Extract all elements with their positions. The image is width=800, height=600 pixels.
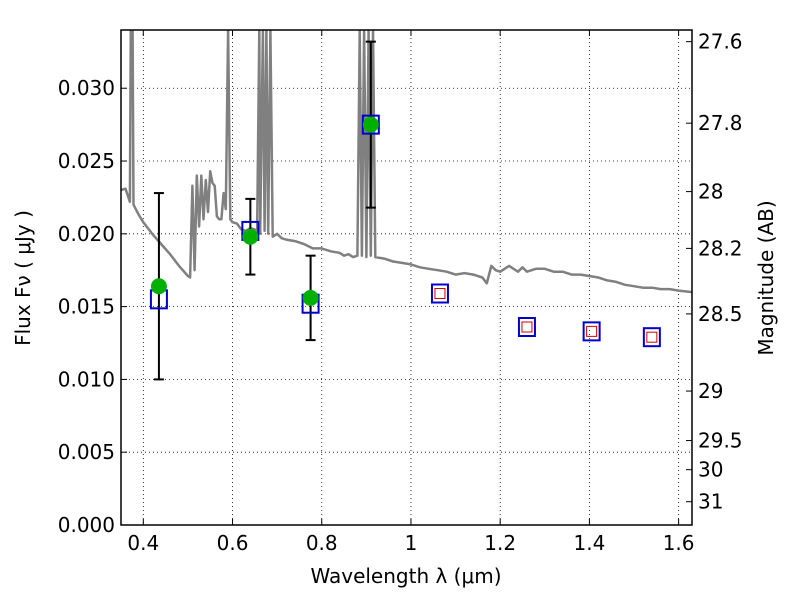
y-tick-labels: 0.000 0.005 0.010 0.015 0.020 0.025 0.030	[58, 76, 115, 537]
y2-tick-label: 31	[698, 490, 723, 514]
y-tick-label: 0.005	[58, 440, 115, 464]
y2-tick-label: 28.5	[698, 302, 743, 326]
plot-frame	[120, 29, 693, 526]
x-axis-label: Wavelength λ (μm)	[310, 564, 501, 588]
x-tick-label: 1.4	[573, 531, 605, 555]
observed-photometry-point	[362, 116, 379, 133]
axis-ticks	[121, 30, 692, 526]
y2-tick-label: 27.8	[698, 111, 743, 135]
model-photometry-square	[517, 317, 536, 337]
x-tick-labels: 0.4 0.6 0.8 1 1.2 1.4 1.6	[127, 531, 694, 555]
y2-tick-labels: 27.6 27.8 28 28.2 28.5 29 29.5 30 31	[698, 30, 743, 514]
model-photometry-square	[582, 321, 601, 342]
y2-tick-label: 28.2	[698, 236, 743, 260]
spectrum-path	[121, 30, 692, 294]
upper-limit-square	[521, 321, 533, 333]
y2-tick-label: 30	[698, 458, 723, 482]
y-tick-label: 0.000	[58, 513, 115, 537]
x-tick-label: 0.4	[127, 531, 159, 555]
x-tick-label: 0.6	[217, 531, 249, 555]
upper-limit-square	[646, 331, 658, 343]
model-photometry-square	[430, 283, 449, 304]
x-tick-label: 1.6	[663, 531, 695, 555]
model-spectrum-line	[121, 30, 692, 294]
x-tick-label: 1.2	[484, 531, 516, 555]
x-tick-label: 1	[405, 531, 418, 555]
observed-photometry-point	[302, 289, 319, 306]
grid-lines	[121, 30, 692, 526]
y-tick-label: 0.025	[58, 149, 115, 173]
photometry-markers	[149, 114, 661, 348]
observed-photometry-point	[242, 228, 259, 245]
model-photometry-square	[642, 327, 661, 348]
y2-tick-label: 29.5	[698, 429, 743, 453]
y2-tick-label: 28	[698, 180, 723, 204]
y2-axis-label: Magnitude (AB)	[754, 200, 778, 355]
y-tick-label: 0.010	[58, 367, 115, 391]
y-axis-label: Flux Fν ( μJy )	[11, 210, 35, 346]
y2-tick-label: 29	[698, 379, 723, 403]
x-tick-label: 0.8	[306, 531, 338, 555]
y-tick-label: 0.030	[58, 76, 115, 100]
observed-photometry-point	[150, 278, 167, 295]
upper-limit-square	[586, 325, 598, 337]
y2-tick-label: 27.6	[698, 30, 743, 54]
upper-limit-square	[434, 288, 446, 300]
y-tick-label: 0.020	[58, 222, 115, 246]
y-tick-label: 0.015	[58, 295, 115, 319]
